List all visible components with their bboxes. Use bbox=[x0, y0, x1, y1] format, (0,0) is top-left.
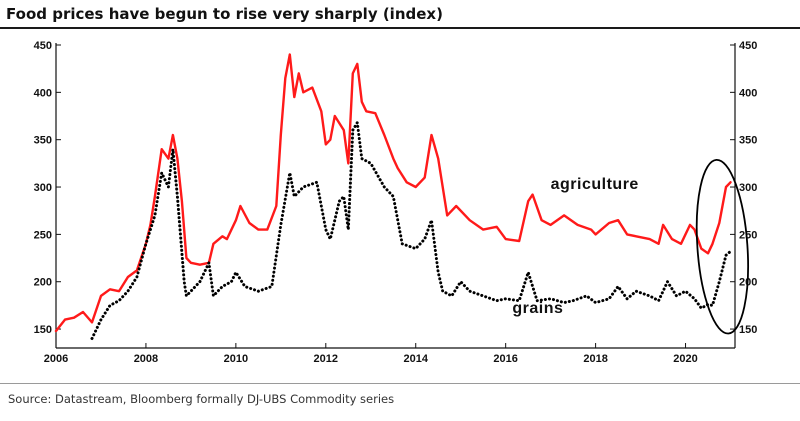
series-label-agriculture: agriculture bbox=[551, 176, 639, 193]
right-y-tick-label: 250 bbox=[739, 229, 757, 241]
left-y-tick-label: 250 bbox=[34, 229, 52, 241]
source-rule bbox=[0, 383, 800, 384]
right-y-tick-label: 300 bbox=[739, 182, 757, 194]
x-tick-label: 2018 bbox=[583, 353, 607, 365]
x-tick-label: 2006 bbox=[44, 353, 68, 365]
x-tick-label: 2012 bbox=[314, 353, 338, 365]
left-y-tick-label: 300 bbox=[34, 182, 52, 194]
x-tick-label: 2014 bbox=[403, 353, 428, 365]
series-line-agriculture bbox=[54, 53, 732, 333]
right-y-tick-label: 450 bbox=[739, 40, 757, 52]
left-y-tick-label: 200 bbox=[34, 277, 52, 289]
left-y-tick-label: 350 bbox=[34, 135, 52, 147]
right-y-tick-label: 150 bbox=[739, 324, 757, 336]
right-y-tick-label: 400 bbox=[739, 87, 757, 99]
page-title: Food prices have begun to rise very shar… bbox=[6, 5, 443, 23]
left-y-tick-label: 450 bbox=[34, 40, 52, 52]
x-tick-label: 2010 bbox=[224, 353, 248, 365]
x-tick-label: 2020 bbox=[673, 353, 697, 365]
annotation-ellipse bbox=[695, 158, 749, 335]
title-rule bbox=[0, 27, 800, 29]
series-label-grains: grains bbox=[512, 300, 563, 317]
x-tick-label: 2016 bbox=[493, 353, 517, 365]
series-line-grains bbox=[90, 121, 732, 340]
left-y-tick-label: 150 bbox=[34, 324, 52, 336]
left-y-tick-label: 400 bbox=[34, 87, 52, 99]
x-tick-label: 2008 bbox=[134, 353, 158, 365]
source-note: Source: Datastream, Bloomberg formally D… bbox=[8, 392, 395, 406]
right-y-tick-label: 350 bbox=[739, 135, 757, 147]
